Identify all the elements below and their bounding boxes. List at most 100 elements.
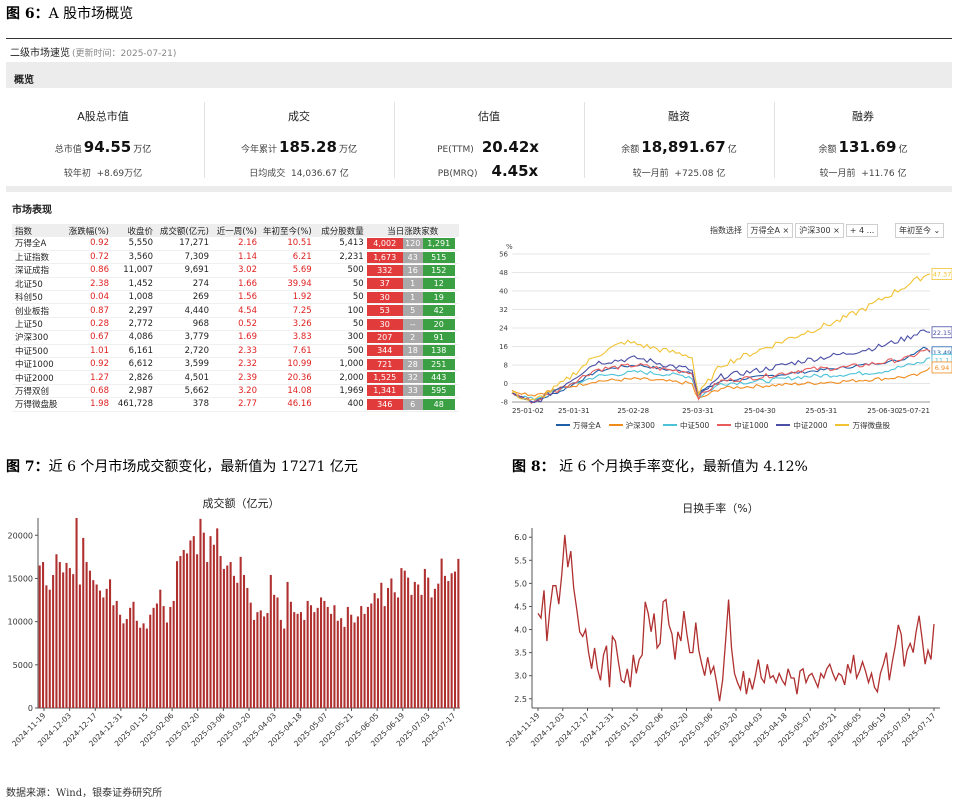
period-select-value[interactable]: 年初至今 ⌄: [895, 223, 945, 238]
figure-7-text: 近 6 个月市场成交额变化，最新值为 17271 亿元: [48, 459, 358, 475]
bar: [62, 572, 65, 708]
legend-item[interactable]: 中证2000: [776, 420, 827, 431]
bar: [55, 554, 58, 708]
y-tick-label: 10000: [8, 618, 33, 627]
bar: [273, 594, 276, 708]
table-cell: 2.33: [212, 344, 260, 359]
bar: [122, 623, 125, 708]
table-row[interactable]: 上证指数 0.72 3,560 7,309 1.14 6.21 2,231 1,673 43 51…: [12, 250, 459, 265]
legend-item[interactable]: 中证1000: [717, 420, 768, 431]
table-cell: 3.20: [212, 384, 260, 399]
index-name-cell: 创业板指: [12, 303, 64, 318]
table-row[interactable]: 上证50 0.28 2,772 968 0.52 3.26 50 30 -- 20: [12, 317, 459, 332]
index-selector: 指数选择 万得全A × 沪深300 × + 4 ...: [710, 223, 879, 238]
legend-item[interactable]: 沪深300: [608, 420, 655, 431]
advancers-count: 346: [366, 398, 403, 410]
figure-6-title: 图 6：A 股市场概览: [6, 3, 133, 23]
breadth-bar: 346 6 48: [366, 398, 455, 410]
y-tick-label: 56: [499, 251, 508, 259]
table-row[interactable]: 中证2000 1.27 2,826 4,501 2.39 20.36 2,000 1,525 3…: [12, 370, 459, 385]
bar: [253, 619, 256, 708]
card-margin-financing: 融资 余额 18,891.67 亿 较一月前 +725.08 亿: [584, 108, 774, 179]
bar: [38, 565, 41, 708]
bar: [239, 556, 242, 708]
index-name-cell: 深证成指: [12, 263, 64, 278]
period-select[interactable]: 年初至今 ⌄: [893, 223, 945, 238]
col-header[interactable]: 年初至今(%): [260, 224, 315, 237]
legend-swatch: [556, 424, 570, 426]
bar: [376, 598, 380, 708]
col-header[interactable]: 收盘价: [112, 224, 156, 237]
bar: [443, 575, 446, 708]
bar: [142, 623, 145, 708]
unchanged-count: 5: [402, 305, 423, 317]
breadth-bar: 37 1 12: [366, 278, 455, 290]
advancers-count: 721: [366, 358, 403, 370]
table-row[interactable]: 万得微盘股 1.98 461,728 378 2.77 46.16 400 346 6 48: [12, 397, 459, 412]
table-cell: 1.98: [64, 397, 112, 412]
figure-8-label: 图 8：: [512, 459, 555, 475]
bar: [179, 556, 182, 708]
index-name-cell: 科创50: [12, 290, 64, 305]
table-row[interactable]: 深证成指 0.86 11,007 9,691 3.02 5.69 500 332 16 152: [12, 263, 459, 278]
col-header[interactable]: 近一周(%): [212, 224, 260, 237]
bar: [229, 562, 232, 708]
table-row[interactable]: 创业板指 0.87 2,297 4,440 4.54 7.25 100 53 5 42: [12, 303, 459, 318]
chip-wind-a[interactable]: 万得全A ×: [746, 223, 794, 238]
x-tick-label: 25-01-02: [512, 407, 544, 415]
card-sub-row: 较一月前 +725.08 亿: [632, 169, 726, 179]
decliners-count: 20: [422, 318, 455, 330]
table-row[interactable]: 中证500 1.01 6,161 2,720 2.33 7.61 500 344 18 138: [12, 344, 459, 359]
table-cell: 3,560: [112, 250, 156, 265]
bar: [340, 618, 343, 708]
bar: [242, 575, 246, 708]
table-cell: 500: [314, 263, 367, 278]
decliners-count: 91: [422, 331, 455, 343]
table-cell: 1.69: [212, 330, 260, 345]
table-row[interactable]: 万得双创 0.68 2,987 5,662 3.20 14.08 1,969 1,341 33 5…: [12, 384, 459, 399]
bar: [172, 600, 175, 708]
end-value-label: 47.37: [931, 268, 952, 280]
bar: [269, 575, 272, 708]
bar: [266, 613, 269, 708]
decliners-count: 251: [422, 358, 455, 370]
bar: [192, 536, 195, 708]
bar: [226, 565, 229, 708]
x-tick-label: 25-04-30: [744, 407, 776, 415]
index-name-cell: 万得微盘股: [12, 397, 64, 412]
bar: [293, 612, 296, 708]
card-turnover: 成交 今年累计 185.28 万亿 日均成交 14,036.67 亿: [204, 108, 394, 179]
bar: [189, 540, 192, 708]
col-header[interactable]: 涨跌幅(%): [64, 224, 112, 237]
figure-7-title: 图 7：近 6 个月市场成交额变化，最新值为 17271 亿元: [6, 456, 358, 476]
chip-more[interactable]: + 4 ...: [845, 224, 879, 237]
legend-item[interactable]: 万得微盘股: [835, 420, 890, 431]
table-row[interactable]: 万得全A 0.92 5,550 17,271 2.16 10.51 5,413 4,002 12…: [12, 237, 459, 251]
turnover-bar-chart: 050001000015000200002024-11-192024-12-03…: [8, 518, 460, 748]
col-header[interactable]: 指数: [12, 224, 64, 237]
bar: [313, 612, 316, 708]
unchanged-count: 32: [402, 372, 423, 384]
legend-item[interactable]: 万得全A: [556, 420, 601, 431]
breadth-bar: 332 16 152: [366, 264, 455, 276]
legend-item[interactable]: 中证500: [662, 420, 709, 431]
col-header[interactable]: 成交额(亿元): [156, 224, 212, 237]
market-table: 指数 涨跌幅(%) 收盘价 成交额(亿元) 近一周(%) 年初至今(%) 成分股…: [12, 224, 459, 412]
breadth-cell: 4,002 120 1,291: [366, 237, 459, 251]
unchanged-count: --: [402, 318, 423, 330]
col-header[interactable]: 当日涨跌家数: [366, 224, 459, 237]
unchanged-count: 1: [402, 278, 423, 290]
col-header[interactable]: 成分股数量: [314, 224, 367, 237]
table-cell: 50: [314, 290, 367, 305]
table-row[interactable]: 中证1000 0.92 6,612 3,599 2.32 10.99 1,000 721 28 2…: [12, 357, 459, 372]
y-tick-label: 4.5: [514, 602, 527, 611]
card-value: 4.45x: [491, 162, 539, 180]
table-row[interactable]: 北证50 2.38 1,452 274 1.66 39.94 50 37 1 12: [12, 277, 459, 292]
turnover-rate-line-chart: 2.53.03.54.04.55.05.56.02024-11-192024-1…: [504, 528, 940, 748]
chip-hs300[interactable]: 沪深300 ×: [795, 223, 844, 238]
bar: [155, 603, 158, 708]
table-row[interactable]: 科创50 0.04 1,008 269 1.56 1.92 50 30 1 19: [12, 290, 459, 305]
table-row[interactable]: 沪深300 0.67 4,086 3,779 1.69 3.83 300 207 2 91: [12, 330, 459, 345]
bar: [289, 601, 292, 708]
bar: [152, 607, 155, 708]
